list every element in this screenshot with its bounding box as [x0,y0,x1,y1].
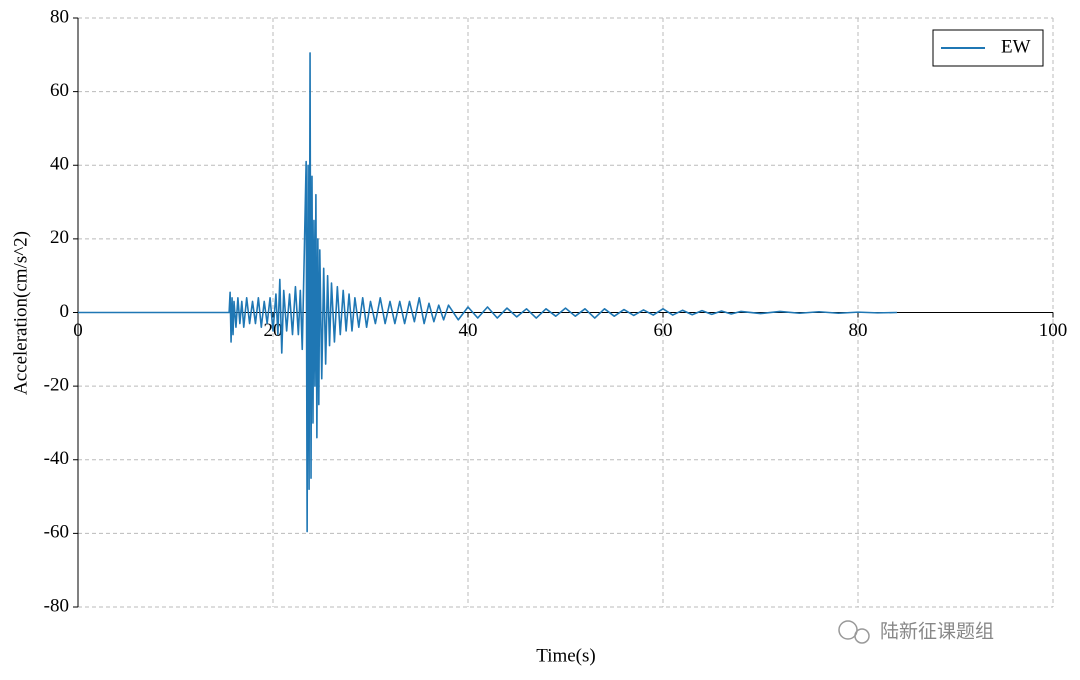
y-tick-label: -60 [44,522,69,543]
y-tick-label: 40 [50,154,69,175]
watermark-icon [838,620,858,640]
watermark-icon [854,628,870,644]
x-tick-label: 60 [654,320,673,341]
y-tick-label: -80 [44,595,69,616]
y-tick-label: -40 [44,448,69,469]
y-tick-label: 0 [60,301,70,322]
watermark-text: 陆新征课题组 [880,621,994,643]
x-tick-label: 40 [459,320,478,341]
y-tick-label: 80 [50,6,69,27]
legend: EW [932,29,1044,67]
y-tick-label: -20 [44,374,69,395]
y-axis-label: Acceleration(cm/s^2) [10,231,31,395]
x-tick-label: 80 [849,320,868,341]
y-tick-label: 60 [50,80,69,101]
data-line [78,52,898,533]
watermark: 陆新征课题组 [838,620,994,644]
x-tick-label: 100 [1039,320,1068,341]
y-tick-label: 20 [50,227,69,248]
legend-label: EW [1001,36,1031,57]
x-axis-label: Time(s) [536,645,595,666]
